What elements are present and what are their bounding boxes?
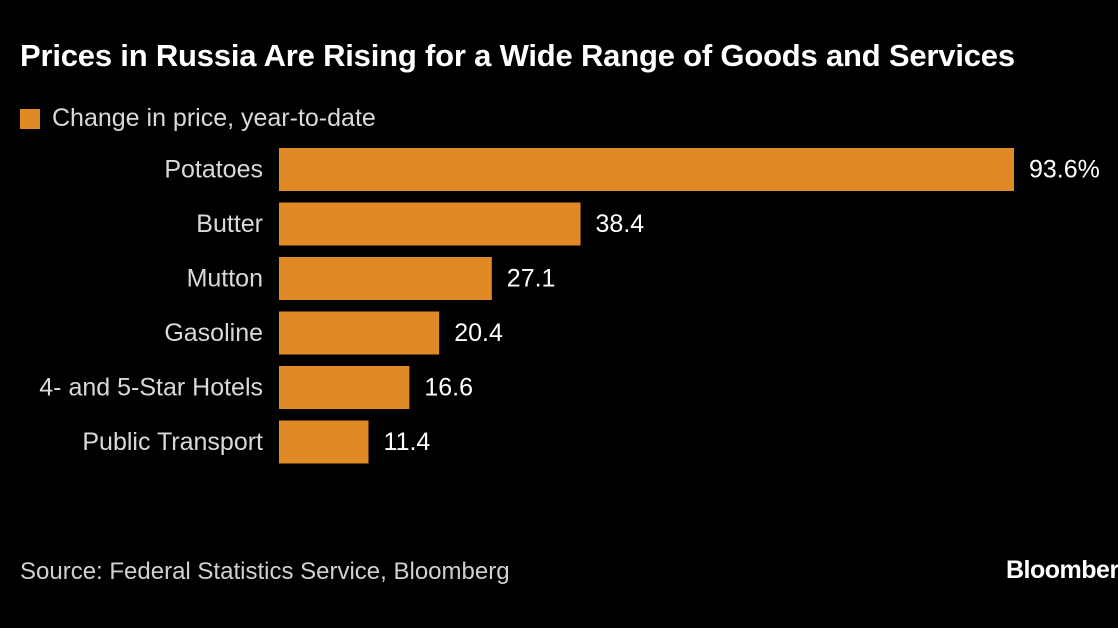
bloomberg-logo-text: Bloomberg	[1006, 556, 1118, 584]
value-label: 38.4	[596, 210, 645, 238]
category-label: Public Transport	[82, 428, 263, 456]
value-label: 27.1	[507, 265, 556, 293]
bar-mutton	[279, 257, 492, 300]
legend: Change in price, year-to-date	[20, 104, 376, 133]
legend-swatch	[20, 108, 40, 129]
bar-gasoline	[279, 311, 440, 355]
category-label: Gasoline	[164, 319, 263, 347]
source-note: Source: Federal Statistics Service, Bloo…	[20, 558, 510, 585]
category-label: Butter	[196, 210, 263, 238]
bar-potatoes	[279, 148, 1014, 191]
value-label: 11.4	[384, 428, 431, 456]
value-label: 20.4	[454, 319, 503, 347]
bar-4-and-5-star-hotels	[279, 366, 410, 409]
category-label: Mutton	[187, 265, 263, 293]
value-label: 93.6%	[1029, 156, 1100, 184]
bloomberg-logo: Bloomberg	[1006, 556, 1118, 585]
category-label: Potatoes	[164, 156, 263, 184]
value-label: 16.6	[424, 374, 473, 402]
legend-label: Change in price, year-to-date	[52, 104, 376, 132]
chart-title: Prices in Russia Are Rising for a Wide R…	[20, 38, 1015, 73]
bar-butter	[279, 202, 581, 246]
bar-public-transport	[279, 420, 369, 464]
category-label: 4- and 5-Star Hotels	[39, 374, 263, 402]
